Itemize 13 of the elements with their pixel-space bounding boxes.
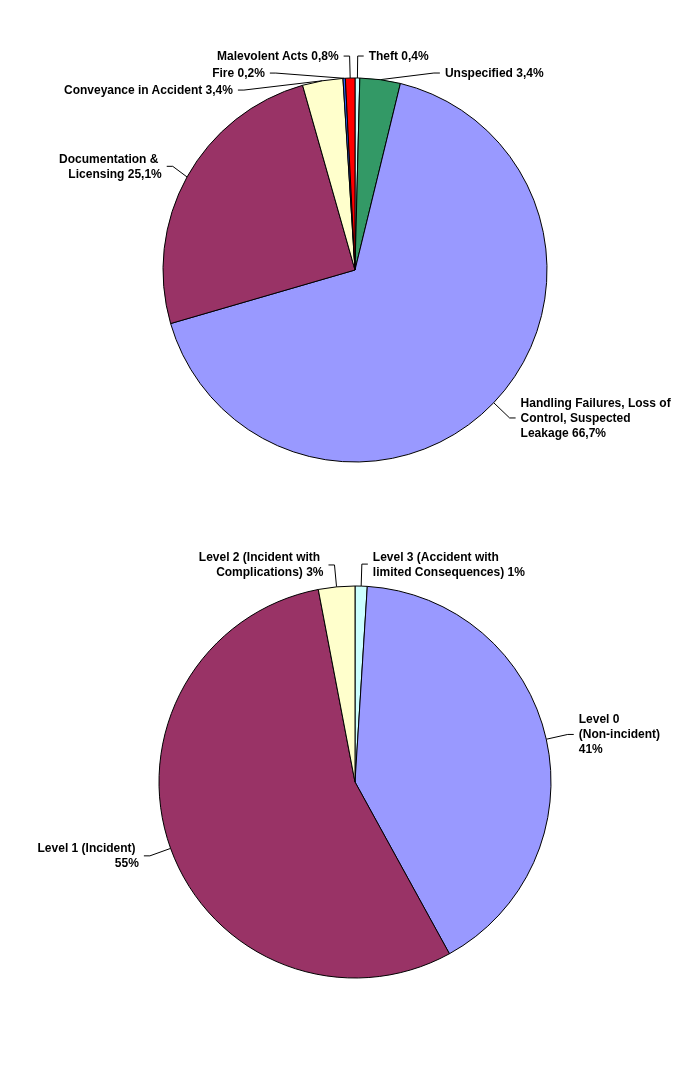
slice-label: Level 1 (Incident)	[37, 841, 139, 856]
slice-label: Conveyance in Accident 3,4%	[63, 83, 234, 98]
slice-label: Unspecified 3,4%	[444, 66, 544, 81]
slice-label: Documentation & Licensing 25,1%	[59, 151, 163, 181]
data-label: 41%	[578, 742, 604, 757]
slice-label: Handling Failures, Loss of Control, Suspected Leakage 66,7%	[520, 395, 674, 440]
slice-label: Level 0 (Non-incident)	[578, 712, 664, 742]
slice-label: Malevolent Acts 0,8%	[217, 49, 339, 64]
data-label: 55%	[114, 856, 140, 871]
slice-label: Level 3 (Accident with limited Consequences) 1%	[372, 549, 526, 579]
slice-label: Level 2 (Incident with Complications) 3%	[198, 550, 324, 580]
slice-label: Fire 0,2%	[212, 66, 266, 81]
slice-label: Theft 0,4%	[368, 49, 430, 64]
